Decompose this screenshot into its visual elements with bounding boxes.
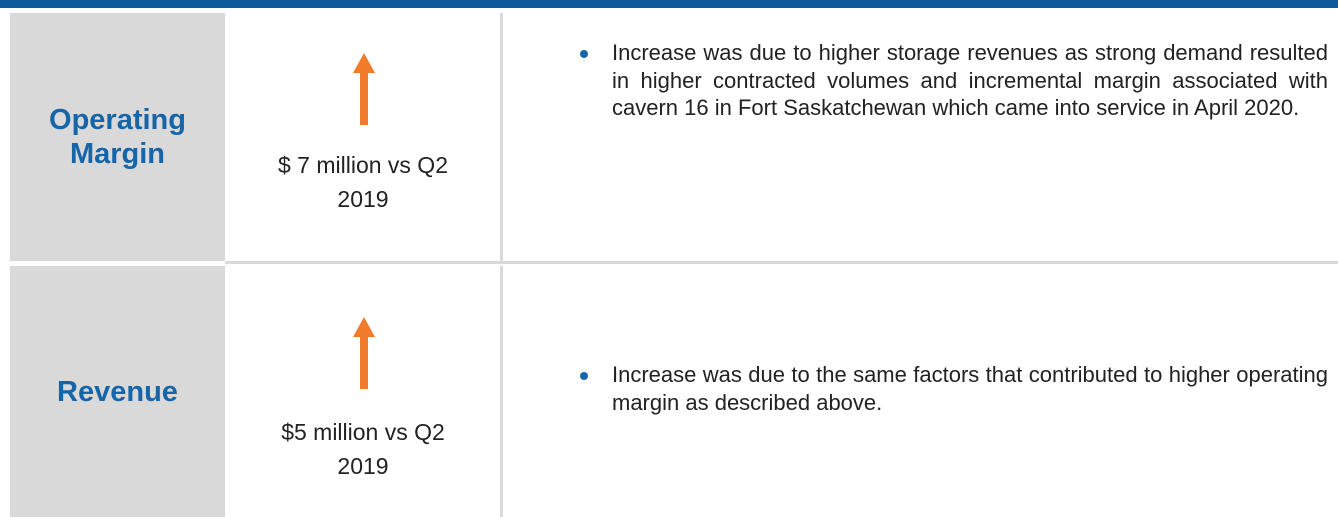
- bullet: [580, 50, 588, 58]
- bullet: [580, 372, 588, 380]
- change-cell: $5 million vs Q2 2019: [225, 266, 501, 517]
- change-text: $5 million vs Q2 2019: [281, 419, 445, 479]
- top-bar: [0, 0, 1338, 8]
- row-divider: [225, 261, 1338, 264]
- table-row: Revenue $5 million vs Q2 2019 Increase w…: [0, 266, 1338, 517]
- up-arrow: [353, 53, 375, 125]
- change-text: $ 7 million vs Q2 2019: [277, 152, 448, 212]
- note-text: Increase was due to higher storage reven…: [612, 40, 1328, 120]
- note-cell: Increase was due to the same factors tha…: [580, 361, 1328, 416]
- divider: [500, 13, 503, 261]
- up-arrow: [353, 317, 375, 389]
- table-row: Operating Margin $ 7 million vs Q2 2019 …: [0, 13, 1338, 261]
- note-cell: Increase was due to higher storage reven…: [580, 39, 1328, 122]
- divider: [500, 266, 503, 517]
- label-cell: Revenue: [10, 266, 225, 517]
- label-cell: Operating Margin: [10, 13, 225, 261]
- row-label: Operating Margin: [49, 104, 186, 170]
- note-text: Increase was due to the same factors tha…: [612, 362, 1328, 415]
- change-cell: $ 7 million vs Q2 2019: [225, 13, 501, 261]
- row-label: Revenue: [57, 375, 178, 408]
